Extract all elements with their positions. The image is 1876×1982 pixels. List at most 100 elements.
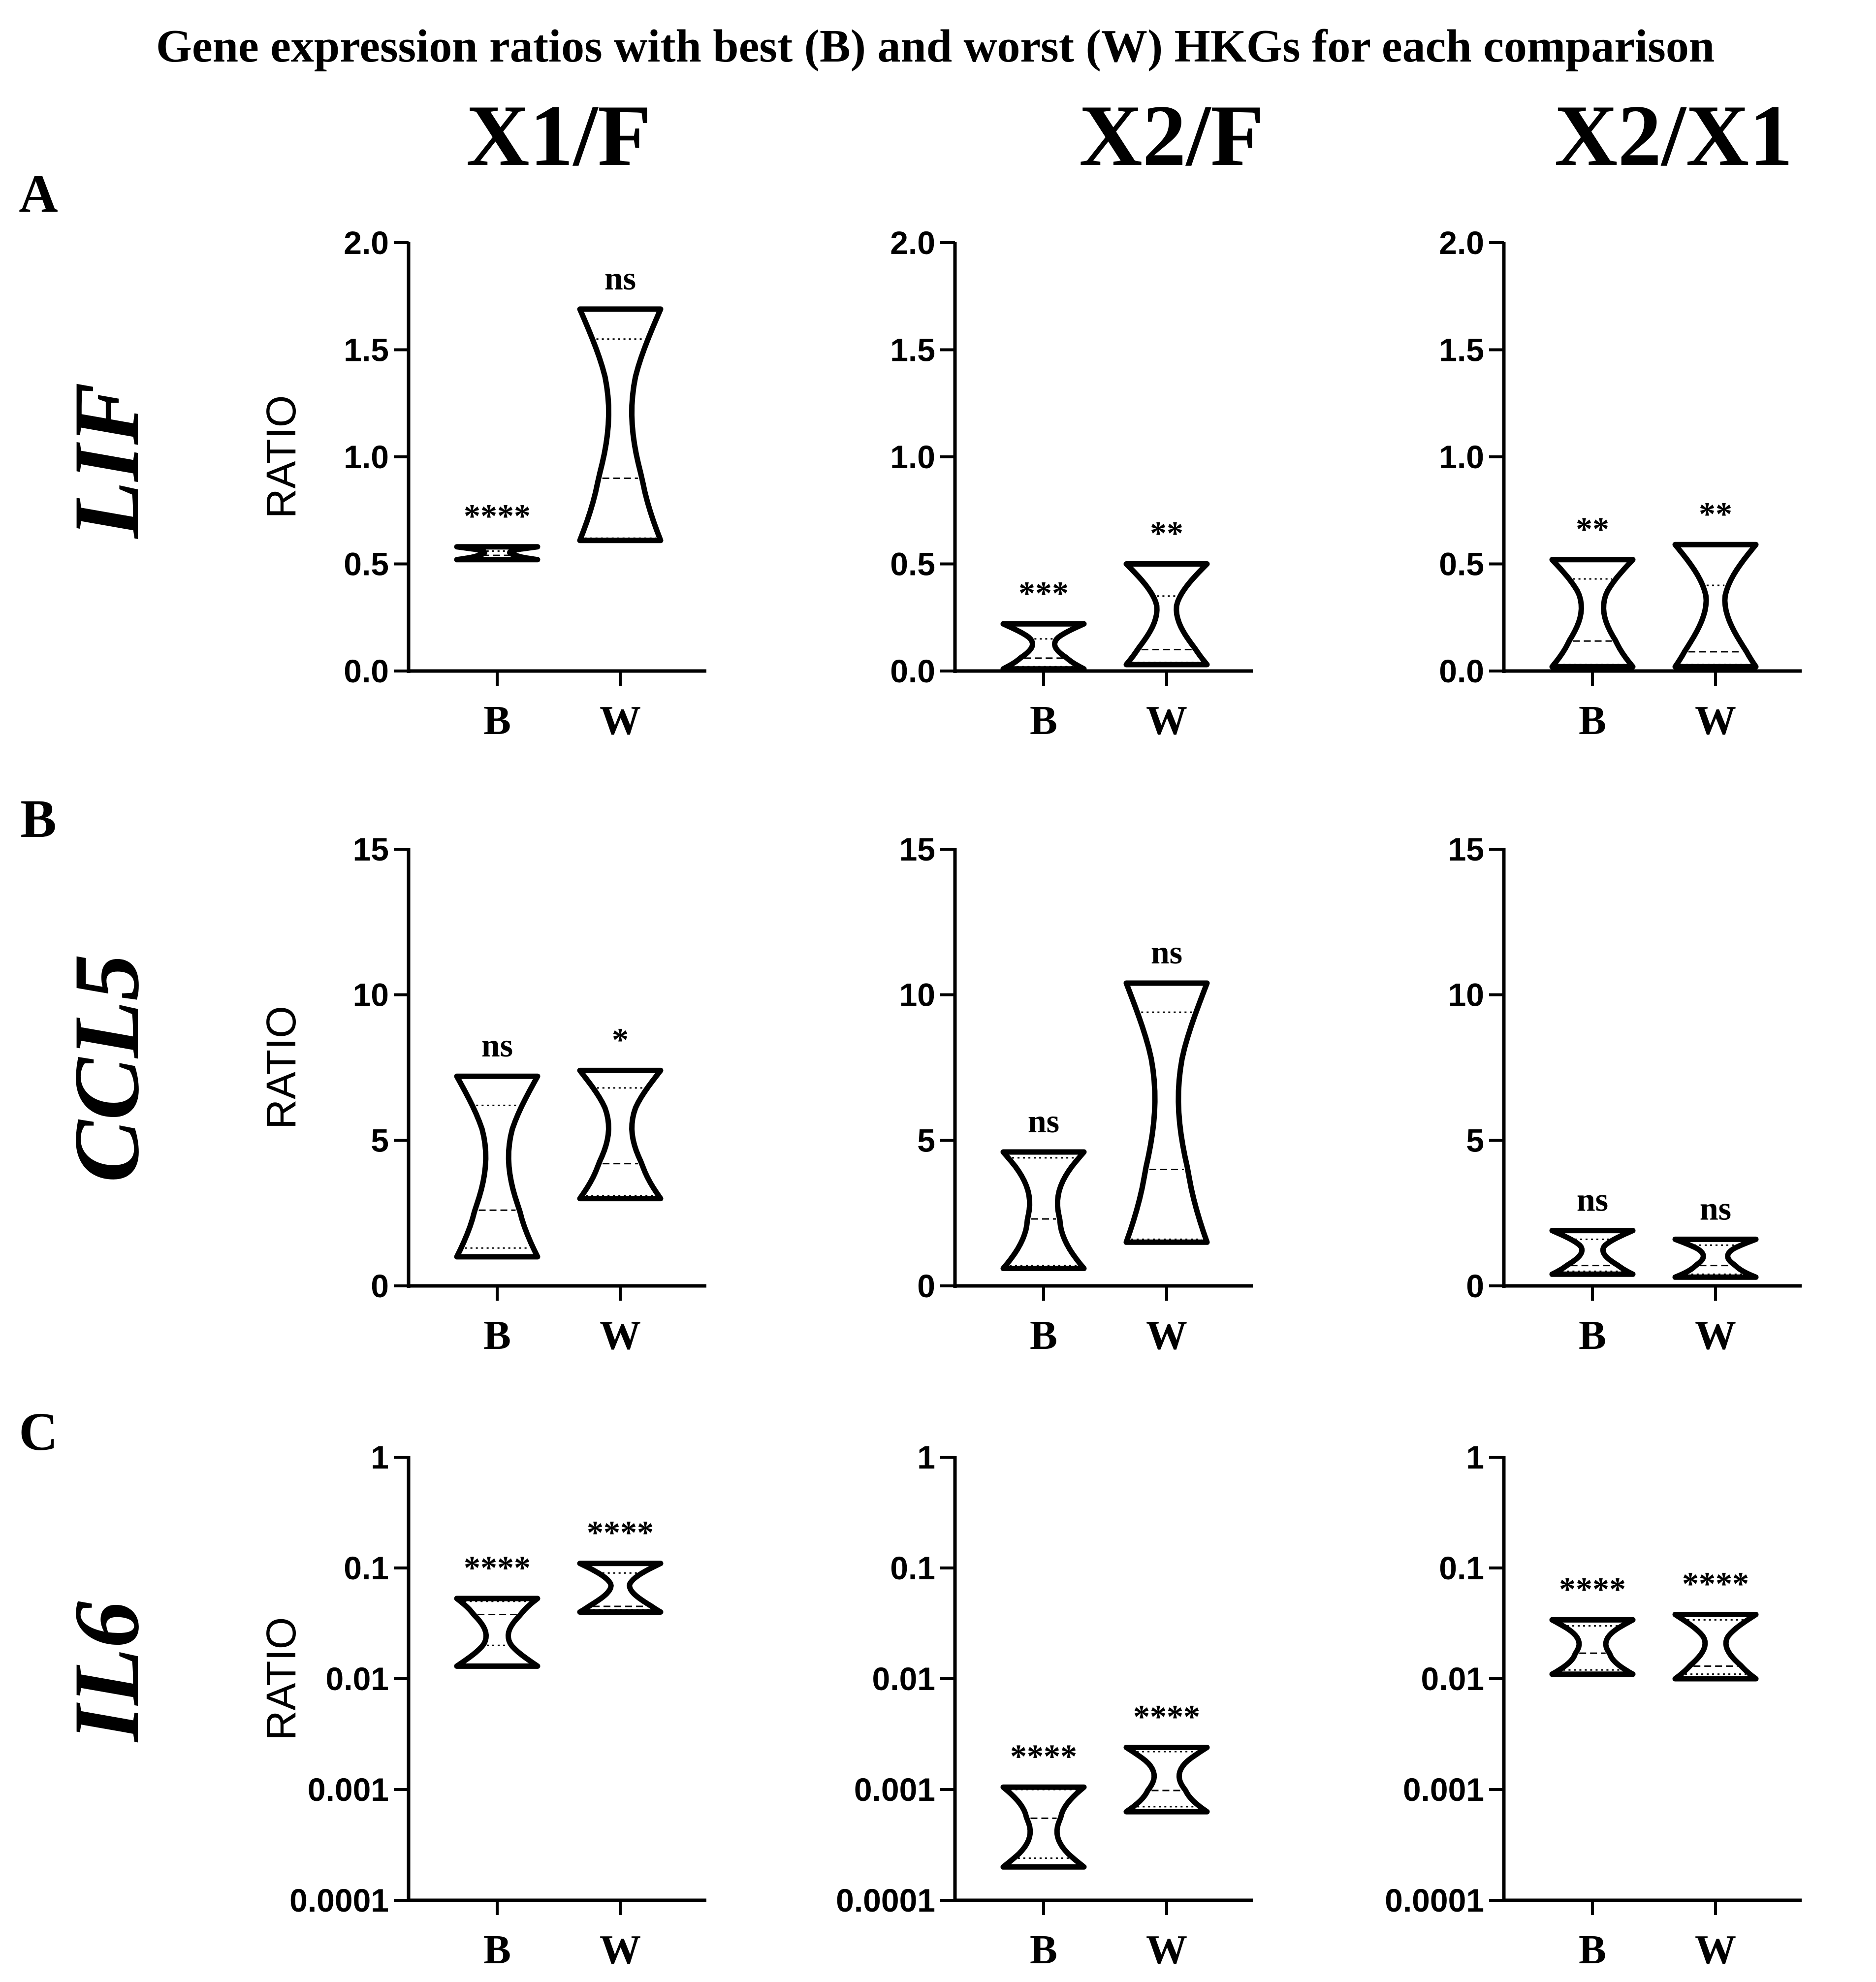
panel-letter-a: A [19, 163, 58, 224]
y-tick-label: 5 [371, 1122, 389, 1158]
y-tick-label: 0.001 [854, 1771, 935, 1808]
row-label-lif: LIF [55, 383, 159, 540]
y-tick-label: 2.0 [344, 224, 389, 261]
significance-label: **** [1010, 1737, 1077, 1775]
y-tick-label: 0.5 [890, 546, 935, 582]
y-tick-label: 1.0 [890, 439, 935, 475]
x-category-label: W [1146, 698, 1187, 743]
y-tick-label: 0.0001 [1385, 1882, 1484, 1918]
panel-lif-x2-f: 0.0 0.5 1.0 1.5 2.0 B *** W ** [890, 224, 1253, 743]
significance-label: ** [1576, 510, 1609, 547]
significance-label: ns [1577, 1181, 1608, 1218]
violin-b [1549, 1228, 1636, 1277]
y-tick-label: 0.0001 [836, 1882, 935, 1918]
violin-w [1123, 561, 1210, 668]
significance-label: **** [1559, 1570, 1626, 1607]
y-tick-label: 5 [1466, 1122, 1484, 1158]
x-category-label: W [1146, 1312, 1187, 1358]
violin-w [1672, 1612, 1759, 1682]
y-tick-label: 1.5 [344, 332, 389, 368]
y-tick-label: 15 [899, 831, 935, 867]
y-tick-label: 0.1 [1439, 1550, 1484, 1586]
panel-letter-c: C [19, 1402, 58, 1462]
y-tick-label: 1 [371, 1439, 389, 1475]
row-label-il6: IL6 [55, 1601, 159, 1743]
x-category-label: B [483, 1927, 511, 1973]
panel-il6-x2-x1: 0.0001 0.001 0.01 0.1 1 B **** W **** [1385, 1439, 1802, 1973]
y-tick-label: 0.1 [890, 1550, 935, 1586]
x-category-label: W [1146, 1927, 1187, 1973]
x-category-label: B [1579, 1927, 1606, 1973]
violin-w [1672, 542, 1759, 670]
y-tick-label: 15 [353, 831, 389, 867]
y-axis-label: RATIO [258, 1006, 304, 1129]
x-category-label: B [1030, 1312, 1057, 1358]
x-category-label: B [1030, 1927, 1057, 1973]
y-tick-label: 10 [353, 977, 389, 1013]
panel-letter-b: B [20, 789, 56, 849]
y-tick-label: 10 [1448, 977, 1484, 1013]
y-axis-label: RATIO [258, 395, 304, 518]
y-tick-label: 2.0 [890, 224, 935, 261]
x-category-label: W [1695, 1927, 1736, 1973]
y-tick-label: 0 [371, 1268, 389, 1304]
significance-label: * [612, 1021, 629, 1058]
y-tick-label: 0.5 [344, 546, 389, 582]
significance-label: ns [604, 259, 636, 297]
y-tick-label: 1.5 [890, 332, 935, 368]
violin-b [1549, 557, 1636, 670]
panel-ccl5-x1-f: 0 5 10 15 RATIO Bns W * [258, 831, 706, 1358]
violin-w [1672, 1236, 1759, 1280]
significance-label: ns [1700, 1189, 1731, 1227]
significance-label: **** [1133, 1697, 1200, 1735]
y-tick-label: 0.0 [1439, 653, 1484, 689]
y-tick-label: 0.01 [326, 1661, 389, 1697]
column-header-x2-f: X2/F [1079, 87, 1264, 184]
x-category-label: W [600, 1312, 641, 1358]
y-tick-label: 0.001 [1403, 1771, 1484, 1808]
y-tick-label: 1.5 [1439, 332, 1484, 368]
panel-il6-x1-f: 0.0001 0.001 0.01 0.1 1 RATIO B **** W **** [258, 1439, 706, 1973]
panel-il6-x2-f: 0.0001 0.001 0.01 0.1 1 B **** W **** [836, 1439, 1253, 1973]
panel-lif-x1-f: 0.0 0.5 1.0 1.5 2.0 RATIO B **** Wns [258, 224, 706, 743]
figure-title: Gene expression ratios with best (B) and… [156, 21, 1715, 72]
panel-ccl5-x2-x1: 0 5 10 15 Bns Wns [1448, 831, 1802, 1358]
significance-label: **** [587, 1514, 654, 1551]
violin-w [1123, 980, 1210, 1245]
column-header-x1-f: X1/F [466, 87, 651, 184]
y-tick-label: 1 [917, 1439, 935, 1475]
y-tick-label: 5 [917, 1122, 935, 1158]
significance-label: ns [481, 1026, 513, 1064]
y-tick-label: 0.0 [890, 653, 935, 689]
x-category-label: B [1579, 698, 1606, 743]
y-axis-label: RATIO [258, 1617, 304, 1740]
x-category-label: B [1030, 698, 1057, 743]
y-tick-label: 1 [1466, 1439, 1484, 1475]
y-tick-label: 0 [917, 1268, 935, 1304]
violin-w [1123, 1745, 1210, 1815]
x-category-label: B [483, 1312, 511, 1358]
violin-w [577, 1067, 664, 1202]
violin-b [1549, 1617, 1636, 1677]
x-category-label: B [1579, 1312, 1606, 1358]
x-category-label: W [600, 698, 641, 743]
violin-w [577, 1561, 664, 1615]
y-tick-label: 0.01 [872, 1661, 935, 1697]
column-header-x2-x1: X2/X1 [1555, 87, 1793, 184]
y-tick-label: 0.1 [344, 1550, 389, 1586]
y-tick-label: 1.0 [1439, 439, 1484, 475]
violin-b [454, 544, 541, 563]
y-tick-label: 1.0 [344, 439, 389, 475]
significance-label: **** [464, 497, 531, 535]
x-category-label: W [600, 1927, 641, 1973]
significance-label: *** [1018, 574, 1069, 611]
x-category-label: W [1695, 1312, 1736, 1358]
panel-lif-x2-x1: 0.0 0.5 1.0 1.5 2.0 B ** W ** [1439, 224, 1802, 743]
violin-b [454, 1596, 541, 1669]
y-tick-label: 0.001 [308, 1771, 389, 1808]
significance-label: **** [1682, 1565, 1749, 1602]
y-tick-label: 0.01 [1421, 1661, 1484, 1697]
violin-b [1000, 1149, 1087, 1271]
y-tick-label: 0 [1466, 1268, 1484, 1304]
